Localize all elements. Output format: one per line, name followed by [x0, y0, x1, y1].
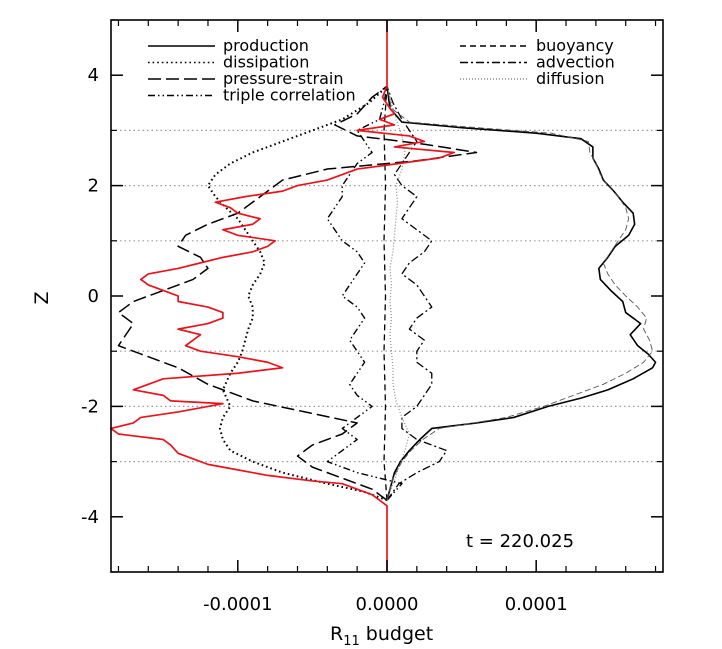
legend-label: advection	[536, 53, 615, 72]
legend-label: diffusion	[536, 69, 604, 88]
y-tick-label: 0	[88, 286, 99, 307]
reference-lines	[111, 129, 663, 463]
series-net-budget	[110, 20, 455, 572]
x-tick-label: 0.0000	[356, 594, 419, 615]
series-pressure-strain	[117, 85, 478, 501]
series-dissipation	[206, 85, 388, 502]
series-diffusion	[386, 86, 410, 501]
x-tick-label: 0.0001	[505, 594, 568, 615]
series-advection	[386, 86, 448, 501]
legend-label: production	[223, 36, 309, 55]
legend-label: buoyancy	[536, 36, 614, 55]
legend-label: dissipation	[223, 53, 309, 72]
y-tick-label: -4	[81, 507, 99, 528]
series-production-thin-	[386, 86, 654, 501]
y-axis-title: Z	[31, 291, 53, 304]
legend-label: pressure-strain	[223, 69, 343, 88]
y-tick-label: -2	[81, 396, 99, 417]
y-tick-label: 2	[88, 176, 99, 197]
series-triple-correlation	[326, 86, 403, 501]
series-production	[386, 86, 657, 501]
time-annotation: t = 220.025	[466, 531, 574, 552]
y-tick-label: 4	[88, 65, 99, 86]
legend-label: triple correlation	[223, 86, 356, 105]
x-tick-label: -0.0001	[203, 594, 272, 615]
axis-ticks: -0.0001 0.0000 0.0001 -4 -2 0 2 4	[81, 19, 663, 615]
series-buoyancy	[383, 86, 388, 501]
series-lines	[110, 20, 657, 572]
legend: productiondissipationpressure-straintrip…	[148, 36, 615, 105]
x-axis-title: R11 budget	[330, 623, 433, 649]
